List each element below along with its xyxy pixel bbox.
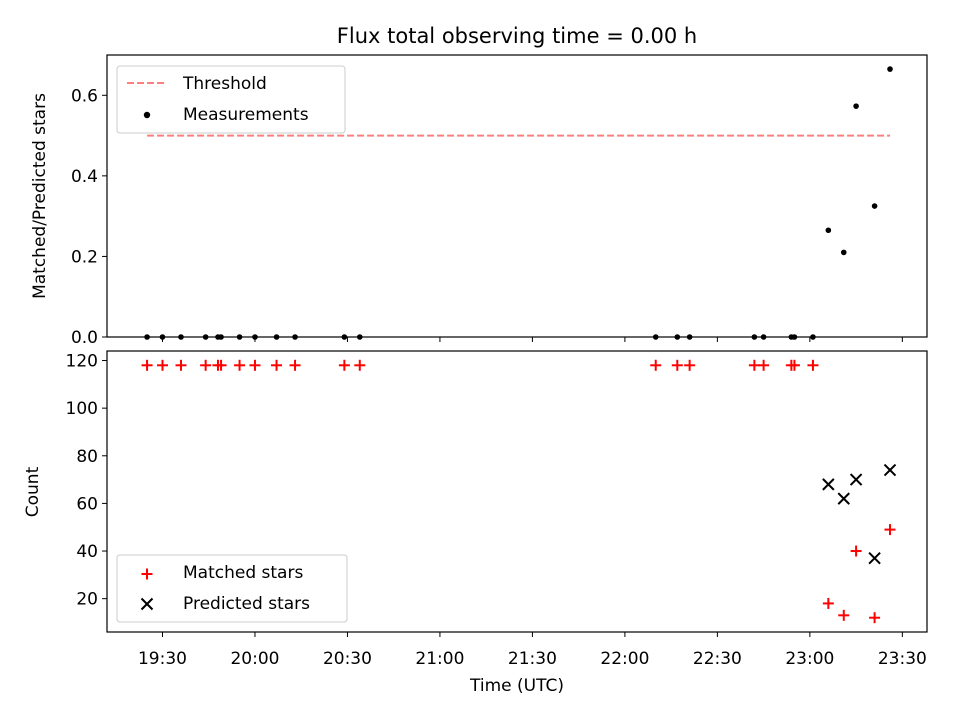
bottom-plot-marks <box>141 359 897 624</box>
matched-star-point <box>354 359 366 371</box>
measurement-point <box>840 249 847 256</box>
matched-star-point <box>338 359 350 371</box>
matched-star-point <box>249 359 261 371</box>
legend-predicted-swatch <box>140 597 154 611</box>
top-x-ticks <box>161 337 903 342</box>
matched-star-point <box>671 359 683 371</box>
predicted-star-point <box>849 473 863 486</box>
measurement-point <box>825 227 832 234</box>
matched-star-point <box>215 359 227 371</box>
bottom-y-ticks: 20 40 60 80 100 120 <box>66 352 107 610</box>
matched-star-point <box>200 359 212 371</box>
matched-star-point <box>271 359 283 371</box>
bottom-y-tick-label: 120 <box>66 352 98 372</box>
x-tick-label: 23:30 <box>878 649 927 669</box>
bottom-y-tick-label: 100 <box>66 399 98 419</box>
bottom-axes-frame <box>106 350 928 633</box>
x-tick-label: 23:00 <box>785 649 834 669</box>
bottom-legend: Matched stars Predicted stars <box>116 554 348 623</box>
x-tick-label: 22:30 <box>693 649 742 669</box>
top-y-axis-label: Matched/Predicted stars <box>30 93 50 299</box>
top-y-tick-label: 0.0 <box>71 328 98 348</box>
top-y-ticks: 0.0 0.2 0.4 0.6 <box>71 86 107 348</box>
predicted-star-point <box>883 463 897 477</box>
matched-star-point <box>850 545 862 557</box>
matched-star-point <box>234 359 246 371</box>
matched-star-point <box>884 524 896 536</box>
bottom-y-tick-label: 20 <box>76 590 98 610</box>
top-panel: 0.0 0.2 0.4 0.6 Matched/Predicted stars Thr… <box>30 54 928 348</box>
matched-star-point <box>758 359 770 371</box>
top-axes-frame <box>106 54 928 338</box>
x-tick-label: 21:30 <box>508 649 557 669</box>
legend-measurement-swatch <box>143 111 151 119</box>
bottom-y-tick-label: 40 <box>76 542 98 562</box>
bottom-x-axis-label: Time (UTC) <box>469 676 564 696</box>
measurement-point <box>887 66 893 72</box>
x-tick-label: 21:00 <box>415 649 464 669</box>
legend-predicted-label: Predicted stars <box>183 594 310 614</box>
bottom-y-tick-label: 60 <box>76 494 98 514</box>
matched-star-point <box>289 359 301 371</box>
bottom-panel: 20 40 60 80 100 120 19:30 20:00 20:30 21:00 21:30… <box>23 350 928 696</box>
matched-star-point <box>748 359 760 371</box>
top-y-tick-label: 0.2 <box>71 247 98 267</box>
bottom-y-axis-label: Count <box>23 466 43 517</box>
legend-threshold-label: Threshold <box>182 74 267 94</box>
predicted-star-point <box>837 492 850 505</box>
top-legend: Threshold Measurements <box>116 65 346 134</box>
matched-star-point <box>838 609 850 621</box>
chart-title: Flux total observing time = 0.00 h <box>337 24 697 48</box>
matched-star-point <box>684 359 696 371</box>
measurement-point <box>871 203 878 209</box>
legend-measurements-label: Measurements <box>183 105 309 125</box>
bottom-legend-box <box>116 554 348 623</box>
top-y-tick-label: 0.4 <box>71 167 98 187</box>
bottom-x-ticks: 19:30 20:00 20:30 21:00 21:30 22:00 22:30 23:00… <box>138 632 927 669</box>
matched-star-point <box>822 597 834 609</box>
legend-matched-swatch <box>141 568 153 580</box>
predicted-star-point <box>868 551 881 565</box>
x-tick-label: 20:30 <box>323 649 372 669</box>
matched-star-point <box>650 359 662 371</box>
x-tick-label: 19:30 <box>138 649 187 669</box>
matched-star-point <box>141 359 153 371</box>
bottom-y-tick-label: 80 <box>76 447 98 467</box>
matched-star-point <box>156 359 168 371</box>
matched-star-point <box>175 359 187 371</box>
predicted-star-point <box>822 478 835 491</box>
x-tick-label: 22:00 <box>600 649 649 669</box>
matched-star-point <box>788 359 800 371</box>
top-y-tick-label: 0.6 <box>71 86 98 106</box>
x-tick-label: 20:00 <box>230 649 279 669</box>
matched-star-point <box>807 359 819 371</box>
matched-star-point <box>869 612 881 624</box>
measurement-point <box>853 103 859 109</box>
top-legend-box <box>116 65 346 134</box>
legend-matched-label: Matched stars <box>183 563 303 583</box>
